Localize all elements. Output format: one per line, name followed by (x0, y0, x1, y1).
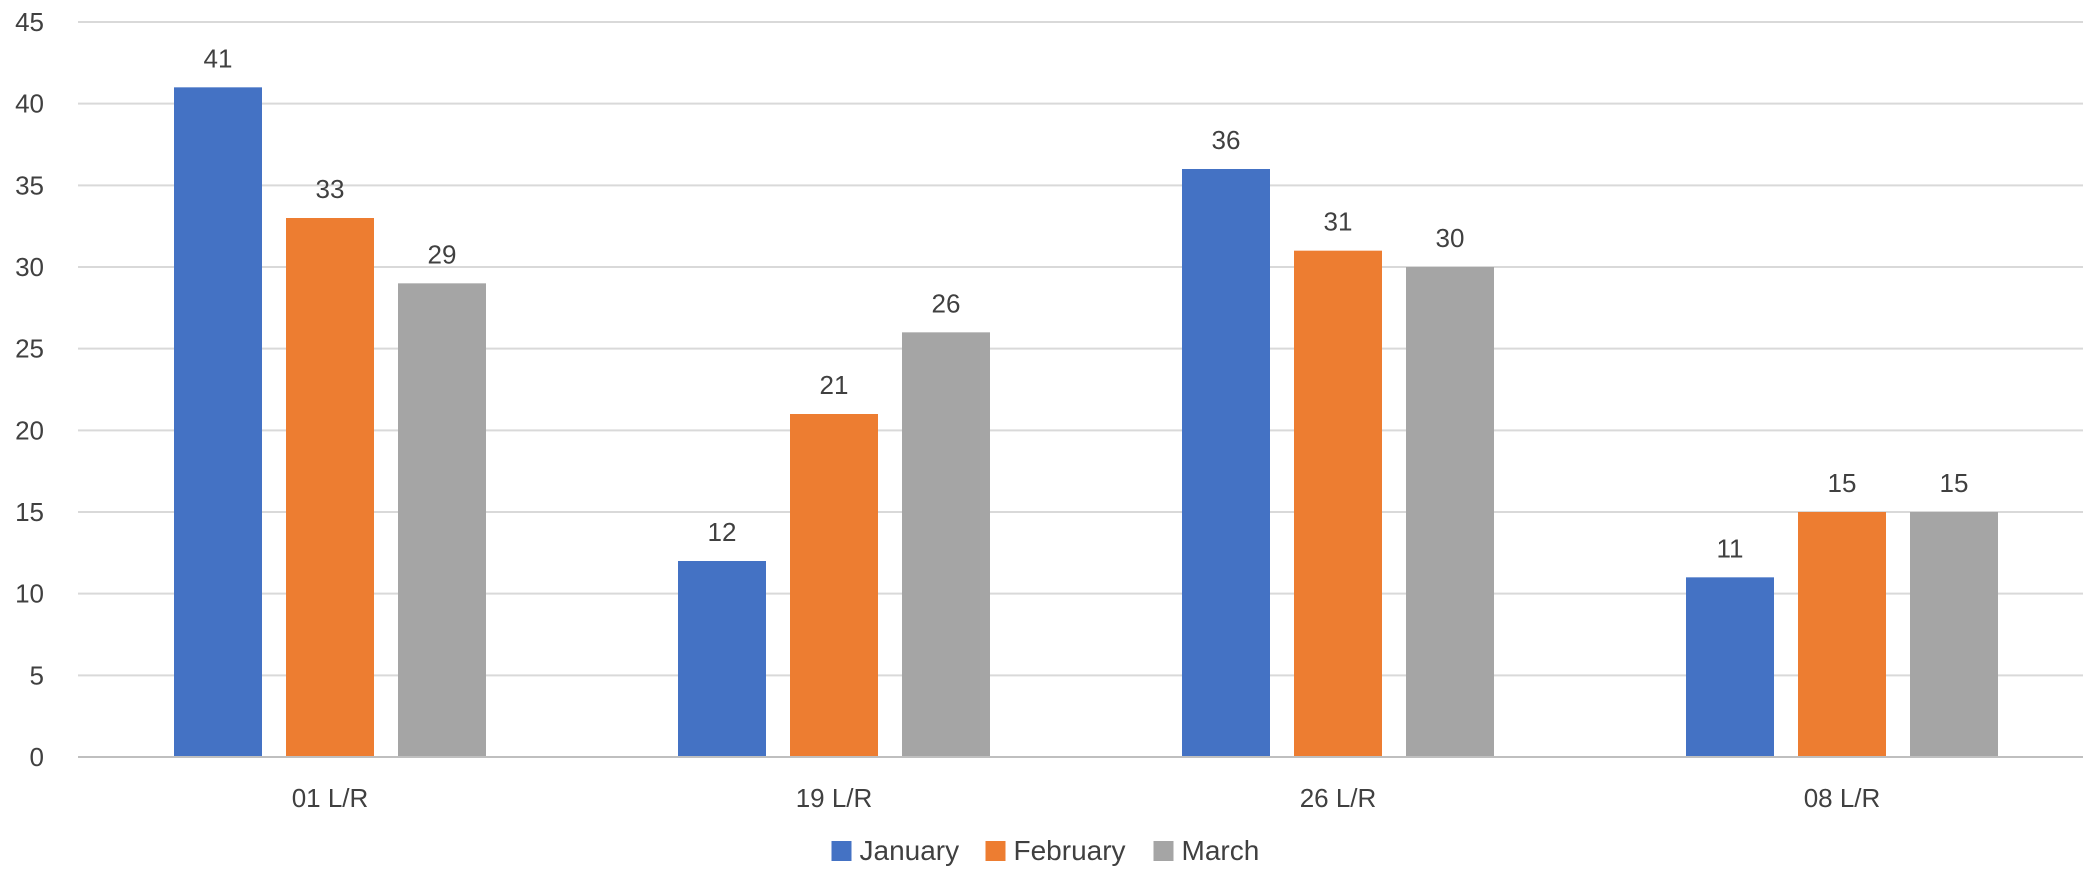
bar-february (1798, 512, 1886, 757)
data-label: 15 (1940, 468, 1969, 498)
data-label: 33 (316, 174, 345, 204)
data-label: 41 (204, 43, 233, 73)
legend-swatch-january (831, 841, 852, 861)
y-tick-label: 15 (15, 497, 44, 527)
bar-march (398, 283, 486, 757)
legend-label-january: January (860, 835, 960, 866)
data-label: 12 (708, 517, 737, 547)
bar-february (790, 414, 878, 757)
bar-january (1686, 577, 1774, 757)
bar-february (286, 218, 374, 757)
gridlines (78, 21, 2083, 677)
y-tick-label: 30 (15, 252, 44, 282)
data-label: 29 (428, 239, 457, 269)
bar-march (1406, 267, 1494, 757)
y-axis-tick-labels: 0 5 10 15 20 25 30 35 40 45 (15, 7, 44, 772)
x-axis-category-labels: 01 L/R 19 L/R 26 L/R 08 L/R (292, 783, 1881, 813)
bars (174, 87, 1998, 758)
y-tick-label: 0 (30, 742, 44, 772)
y-tick-label: 10 (15, 579, 44, 609)
y-tick-label: 20 (15, 415, 44, 445)
bar-january (174, 87, 262, 758)
data-label: 15 (1828, 468, 1857, 498)
bar-march (902, 332, 990, 757)
x-category-label: 08 L/R (1804, 783, 1881, 813)
y-tick-label: 25 (15, 334, 44, 364)
y-tick-label: 5 (30, 660, 44, 690)
y-tick-label: 40 (15, 89, 44, 119)
y-tick-label: 45 (15, 7, 44, 37)
bar-february (1294, 250, 1382, 757)
bar-march (1910, 512, 1998, 757)
y-tick-label: 35 (15, 170, 44, 200)
legend: January February March (831, 835, 1260, 866)
bar-january (678, 561, 766, 757)
data-label: 26 (932, 288, 961, 318)
data-label: 30 (1436, 223, 1465, 253)
bar-january (1182, 169, 1270, 757)
data-label: 31 (1324, 207, 1353, 237)
data-label: 36 (1212, 125, 1241, 155)
legend-swatch-february (985, 841, 1006, 861)
x-category-label: 26 L/R (1300, 783, 1377, 813)
x-category-label: 01 L/R (292, 783, 369, 813)
data-labels: 41 33 29 12 21 26 36 31 30 11 15 15 (204, 43, 1969, 563)
legend-label-february: February (1014, 835, 1126, 866)
data-label: 21 (820, 370, 849, 400)
legend-label-march: March (1182, 835, 1260, 866)
legend-swatch-march (1153, 841, 1174, 861)
x-category-label: 19 L/R (796, 783, 873, 813)
data-label: 11 (1717, 533, 1744, 563)
